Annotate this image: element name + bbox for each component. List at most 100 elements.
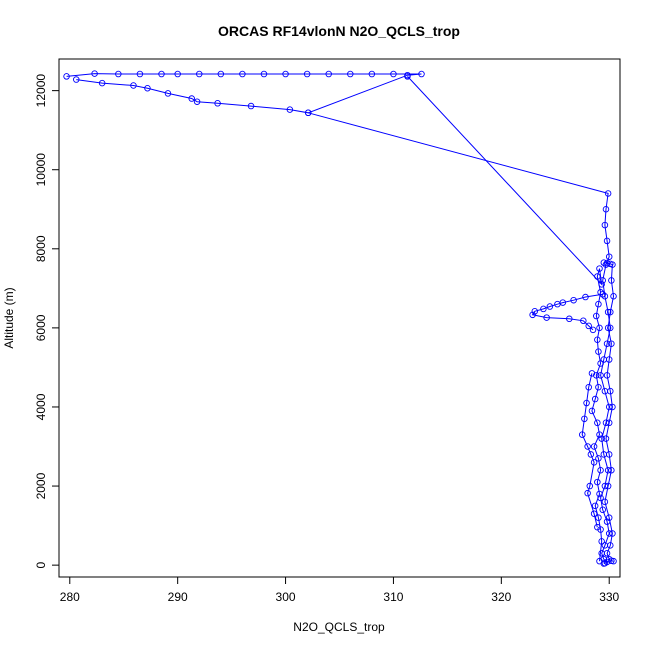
data-point <box>347 70 354 78</box>
data-point <box>599 291 606 298</box>
data-point <box>609 530 616 537</box>
data-point <box>602 435 610 442</box>
data-point <box>594 336 601 343</box>
data-point <box>217 70 225 78</box>
data-point <box>590 459 598 466</box>
data-point <box>583 399 590 407</box>
data-point <box>596 265 603 272</box>
data-point <box>609 403 616 411</box>
data-point <box>604 324 612 332</box>
y-tick-label: 6000 <box>34 314 48 341</box>
data-point <box>540 305 547 313</box>
data-point <box>596 431 603 438</box>
data-point <box>578 431 586 438</box>
data-point <box>587 451 595 458</box>
data-point <box>603 550 611 557</box>
x-tick-label: 300 <box>276 590 296 604</box>
data-point <box>596 490 603 498</box>
series-1 <box>63 70 425 117</box>
data-point <box>584 443 591 450</box>
data-point <box>325 70 332 78</box>
data-point <box>531 308 539 315</box>
data-point <box>601 293 609 300</box>
data-point <box>595 455 602 462</box>
data-point <box>588 370 596 377</box>
y-axis: 0 2000 4000 6000 8000 10000 12000 <box>34 74 60 568</box>
data-point <box>608 466 615 474</box>
data-point <box>115 70 122 78</box>
data-point <box>566 315 573 323</box>
data-point <box>581 415 588 423</box>
data-point <box>144 85 151 92</box>
data-point <box>599 506 606 514</box>
data-point <box>596 557 603 565</box>
data-point <box>404 73 411 80</box>
data-point <box>607 542 614 549</box>
data-point <box>605 451 613 458</box>
data-point <box>602 261 610 268</box>
data-point <box>303 70 311 78</box>
data-point <box>195 70 203 78</box>
data-point <box>304 109 312 117</box>
data-point <box>595 383 602 391</box>
data-point <box>239 70 246 78</box>
data-point <box>63 73 70 80</box>
data-point <box>585 383 592 391</box>
chart-title: ORCAS RF14vlonN N2O_QCLS_trop <box>218 23 460 39</box>
data-point <box>590 443 598 450</box>
data-point <box>595 514 602 521</box>
data-point <box>594 273 601 280</box>
plot-area <box>63 70 617 567</box>
series-line <box>407 76 603 562</box>
data-point <box>607 324 614 332</box>
data-point <box>570 296 577 304</box>
data-point <box>418 70 425 78</box>
x-tick-label: 280 <box>60 590 80 604</box>
data-point <box>580 317 587 325</box>
data-point <box>598 538 605 545</box>
data-point <box>598 281 605 288</box>
series-5 <box>578 370 601 531</box>
data-point <box>584 489 591 497</box>
data-point <box>600 259 608 266</box>
y-tick-label: 0 <box>34 561 48 568</box>
series-6 <box>600 259 617 565</box>
data-point <box>136 70 144 78</box>
data-point <box>588 407 596 415</box>
data-point <box>595 348 602 355</box>
data-point <box>593 312 600 320</box>
y-tick-label: 4000 <box>34 393 48 420</box>
x-axis-label: N2O_QCLS_trop <box>293 620 385 634</box>
data-point <box>603 372 611 379</box>
data-point <box>604 482 612 490</box>
data-point <box>543 314 550 321</box>
data-point <box>601 221 609 229</box>
y-axis-label: Altitude (m) <box>2 287 16 348</box>
data-point <box>607 308 614 316</box>
data-point <box>605 253 613 260</box>
data-point <box>91 70 98 77</box>
data-point <box>604 190 612 197</box>
data-point <box>582 293 589 301</box>
data-point <box>174 70 181 78</box>
data-point <box>73 76 80 83</box>
data-point <box>610 293 617 300</box>
x-tick-label: 290 <box>168 590 188 604</box>
data-point <box>368 70 376 78</box>
data-point <box>193 98 201 105</box>
data-point <box>130 82 137 89</box>
y-tick-label: 2000 <box>34 472 48 499</box>
y-tick-label: 8000 <box>34 235 48 262</box>
data-point <box>594 523 601 531</box>
data-point <box>390 70 397 78</box>
data-point <box>589 326 597 334</box>
data-point <box>594 419 601 427</box>
data-point <box>599 277 606 284</box>
data-point <box>605 419 613 427</box>
data-point <box>282 70 289 78</box>
data-point <box>608 277 615 284</box>
y-tick-label: 12000 <box>34 74 48 108</box>
data-point <box>590 510 598 517</box>
